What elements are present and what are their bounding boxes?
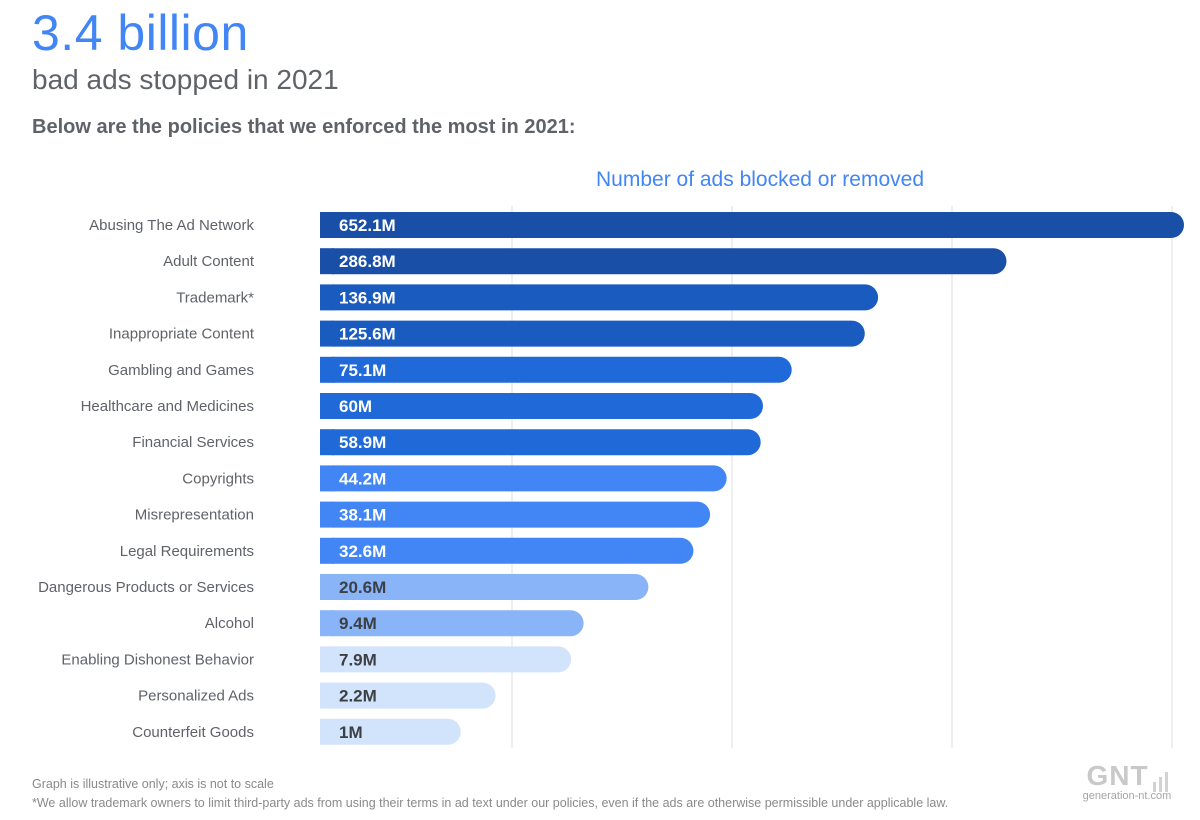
illustrative-note: Graph is illustrative only; axis is not … [32, 777, 274, 791]
bar [320, 537, 694, 564]
watermark-logo: GNT [1086, 760, 1168, 792]
bar [320, 682, 496, 709]
intro-text: Below are the policies that we enforced … [32, 116, 576, 138]
value-label: 136.9M [339, 288, 396, 307]
bar-left-edge [320, 248, 334, 275]
value-label: 7.9M [339, 650, 377, 669]
category-label: Inappropriate Content [109, 326, 255, 343]
value-label: 75.1M [339, 361, 386, 380]
bar [320, 574, 649, 600]
value-label: 2.2M [339, 687, 377, 706]
headline: 3.4 billion [32, 5, 249, 61]
bar [320, 356, 792, 383]
bar-left-edge [320, 682, 334, 709]
subhead: bad ads stopped in 2021 [32, 64, 339, 95]
category-label: Dangerous Products or Services [38, 579, 254, 596]
value-label: 38.1M [339, 506, 386, 525]
category-label: Personalized Ads [138, 688, 254, 705]
category-label: Trademark* [176, 289, 254, 306]
category-label: Alcohol [205, 615, 254, 632]
bar-left-edge [320, 610, 334, 637]
category-label: Healthcare and Medicines [81, 398, 254, 415]
trademark-footnote: *We allow trademark owners to limit thir… [32, 796, 949, 810]
value-label: 58.9M [339, 433, 386, 452]
category-label: Financial Services [132, 434, 254, 451]
bar [320, 248, 1007, 275]
bar-left-edge [320, 465, 334, 492]
value-label: 44.2M [339, 469, 386, 488]
category-label: Gambling and Games [108, 362, 254, 379]
category-label: Misrepresentation [135, 507, 254, 524]
bar-left-edge [320, 537, 334, 564]
bar-left-edge [320, 393, 334, 419]
category-label: Counterfeit Goods [132, 724, 254, 741]
watermark-url: generation-nt.com [1082, 790, 1172, 802]
value-label: 9.4M [339, 614, 377, 633]
category-label: Adult Content [163, 253, 255, 270]
bar-left-edge [320, 429, 334, 456]
value-label: 32.6M [339, 542, 386, 561]
bar [320, 320, 865, 347]
watermark-logo-text: GNT [1086, 760, 1149, 791]
value-label: 652.1M [339, 216, 396, 235]
bar [320, 212, 1184, 238]
bar-left-edge [320, 284, 334, 311]
bar [320, 501, 711, 528]
watermark: GNT generation-nt.com [1072, 760, 1182, 802]
bar [320, 465, 727, 492]
bar-chart: Abusing The Ad Network 652.1M Adult Conten… [38, 206, 1184, 748]
signal-bars-icon [1152, 772, 1168, 792]
category-label: Legal Requirements [120, 543, 254, 560]
bar [320, 610, 584, 637]
bar-left-edge [320, 212, 334, 238]
value-label: 60M [339, 397, 372, 416]
bar-left-edge [320, 646, 334, 673]
bar [320, 393, 763, 419]
bar-left-edge [320, 320, 334, 347]
category-label: Copyrights [182, 470, 254, 487]
bar-left-edge [320, 356, 334, 383]
bar-left-edge [320, 574, 334, 600]
value-label: 286.8M [339, 252, 396, 271]
value-label: 20.6M [339, 578, 386, 597]
category-label: Abusing The Ad Network [89, 217, 254, 234]
category-label: Enabling Dishonest Behavior [61, 651, 254, 668]
bar-left-edge [320, 501, 334, 528]
chart-title: Number of ads blocked or removed [596, 168, 924, 191]
bar [320, 429, 761, 456]
bar [320, 646, 572, 673]
value-label: 1M [339, 723, 363, 742]
bar [320, 284, 879, 311]
bar [320, 718, 461, 745]
bar-left-edge [320, 718, 334, 745]
value-label: 125.6M [339, 325, 396, 344]
